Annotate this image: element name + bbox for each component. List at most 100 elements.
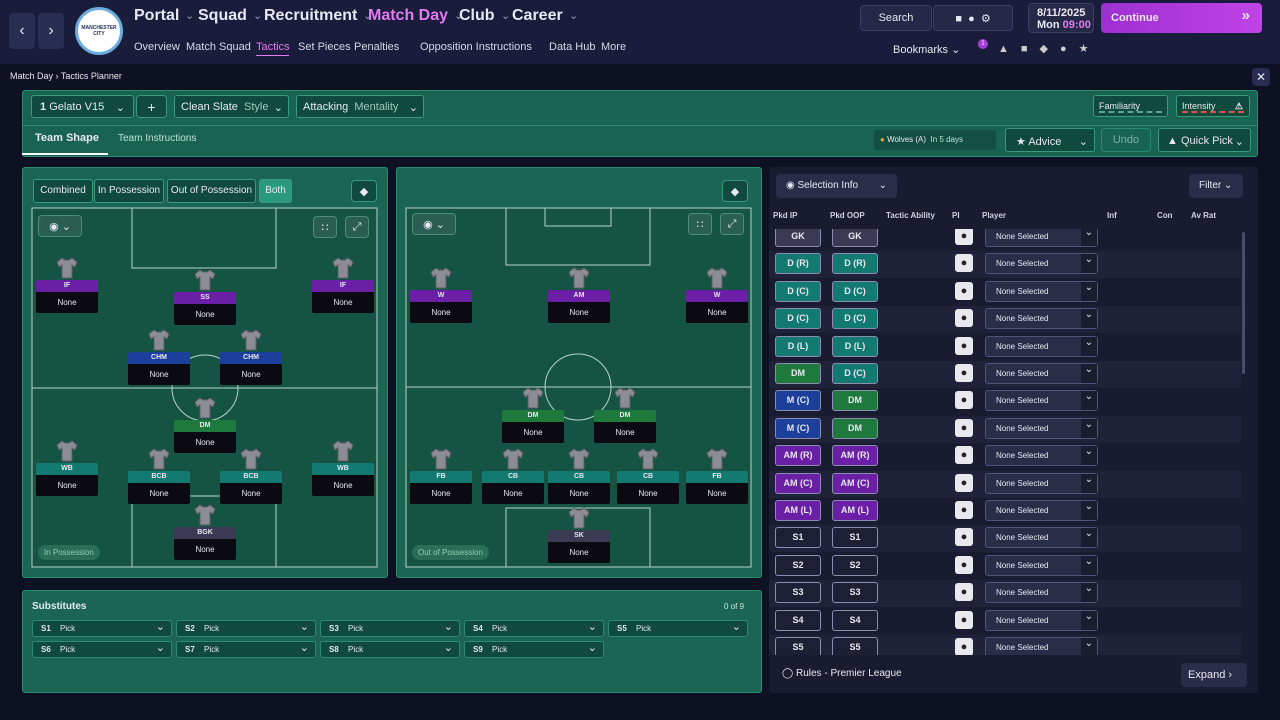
view-toggle[interactable]: ◉ ⌄ (38, 215, 82, 237)
familiarity[interactable]: Familiarity (1093, 95, 1168, 117)
position-ip[interactable]: M (C) (775, 417, 821, 439)
substitute-slot[interactable]: S8 Pick ⌄ (320, 641, 460, 658)
rules-link[interactable]: ◯ Rules - Premier League (782, 668, 902, 679)
pi-icon[interactable]: ● (955, 610, 973, 629)
player-card[interactable]: WB None (36, 463, 98, 496)
pi-icon[interactable]: ● (955, 638, 973, 655)
pi-icon[interactable]: ● (955, 583, 973, 602)
position-oop[interactable]: DM (832, 390, 878, 412)
bookmarks[interactable]: Bookmarks ⌄ (893, 44, 961, 56)
player-card[interactable]: W None (686, 290, 748, 323)
pitch-mode-button[interactable]: Combined (33, 179, 93, 203)
player-card[interactable]: SK None (548, 530, 610, 563)
pitch-options[interactable]: ◆ (351, 180, 377, 202)
position-oop[interactable]: D (L) (832, 335, 878, 357)
search-button[interactable]: Search (860, 5, 932, 31)
player-card[interactable]: AM None (548, 290, 610, 323)
shortcut-icons[interactable]: ▲■◆●★ (998, 43, 1101, 55)
pi-icon[interactable]: ● (955, 446, 973, 465)
sub-nav-item[interactable]: Tactics (256, 41, 290, 53)
back-button[interactable]: ‹ (9, 13, 35, 49)
next-match[interactable]: ● Wolves (A) In 5 days (874, 130, 996, 150)
position-ip[interactable]: DM (775, 363, 821, 384)
pi-icon[interactable]: ● (955, 528, 973, 547)
position-ip[interactable]: S5 (775, 637, 821, 655)
sub-nav-item[interactable]: Data Hub (549, 41, 596, 53)
player-card[interactable]: DM None (174, 420, 236, 453)
player-card[interactable]: IF None (36, 280, 98, 313)
pi-icon[interactable]: ● (955, 501, 973, 519)
player-dropdown[interactable]: None Selected ⌄ (985, 554, 1098, 576)
column-header[interactable]: PI (952, 211, 960, 220)
nav-item[interactable]: Squad (198, 7, 247, 24)
substitute-slot[interactable]: S2 Pick ⌄ (176, 620, 316, 637)
date-box[interactable]: 8/11/2025 Mon 09:00 (1028, 3, 1094, 33)
quick-icons[interactable]: ■ ● ⚙ (933, 5, 1013, 31)
close-button[interactable]: ✕ (1252, 68, 1270, 86)
player-dropdown[interactable]: None Selected ⌄ (985, 280, 1098, 302)
quick-pick-button[interactable]: ▲ Quick Pick ⌄ (1158, 128, 1251, 152)
player-card[interactable]: CHM None (220, 352, 282, 385)
player-card[interactable]: DM None (502, 410, 564, 443)
column-header[interactable]: Con (1157, 211, 1173, 220)
player-card[interactable]: BCB None (220, 471, 282, 504)
position-oop[interactable]: DM (832, 417, 878, 439)
column-header[interactable]: Av Rat (1191, 211, 1217, 220)
position-oop[interactable]: S1 (832, 527, 878, 549)
crumb[interactable]: Match Day (10, 71, 54, 81)
substitute-slot[interactable]: S5 Pick ⌄ (608, 620, 748, 637)
mentality-select[interactable]: Attacking Mentality ⌄ (296, 95, 424, 118)
player-dropdown[interactable]: None Selected ⌄ (985, 527, 1098, 549)
position-oop[interactable]: D (C) (832, 280, 878, 302)
club-badge[interactable]: MANCHESTER CITY (75, 7, 123, 55)
player-dropdown[interactable]: None Selected ⌄ (985, 637, 1098, 655)
column-header[interactable]: Inf (1107, 211, 1117, 220)
position-oop[interactable]: S3 (832, 582, 878, 604)
substitute-slot[interactable]: S7 Pick ⌄ (176, 641, 316, 658)
position-oop[interactable]: GK (832, 229, 878, 247)
pitch-options[interactable]: ◆ (722, 180, 748, 202)
pi-icon[interactable]: ● (955, 309, 973, 328)
filter-button[interactable]: Filter ⌄ (1189, 174, 1243, 198)
sub-nav-item[interactable]: Overview (134, 41, 180, 53)
tab-active[interactable]: Team Shape (35, 132, 99, 144)
pitch-mode-button[interactable]: Both (259, 179, 292, 203)
tab[interactable]: Team Instructions (118, 133, 197, 144)
player-card[interactable]: SS None (174, 292, 236, 325)
column-header[interactable]: Tactic Ability (886, 211, 935, 220)
add-tactic[interactable]: + (136, 95, 167, 118)
player-card[interactable]: FB None (686, 471, 748, 504)
position-oop[interactable]: D (C) (832, 363, 878, 384)
player-dropdown[interactable]: None Selected ⌄ (985, 253, 1098, 275)
position-oop[interactable]: D (R) (832, 253, 878, 275)
sub-nav-item[interactable]: More (601, 41, 627, 53)
player-card[interactable]: FB None (410, 471, 472, 504)
player-dropdown[interactable]: None Selected ⌄ (985, 445, 1098, 467)
player-card[interactable]: BGK None (174, 527, 236, 560)
player-dropdown[interactable]: None Selected ⌄ (985, 609, 1098, 631)
player-dropdown[interactable]: None Selected ⌄ (985, 308, 1098, 330)
position-ip[interactable]: M (C) (775, 390, 821, 412)
substitute-slot[interactable]: S4 Pick ⌄ (464, 620, 604, 637)
player-dropdown[interactable]: None Selected ⌄ (985, 417, 1098, 439)
pi-icon[interactable]: ● (955, 336, 973, 355)
tactic-select[interactable]: 1 Gelato V15 ⌄ (31, 95, 134, 118)
player-card[interactable]: IF None (312, 280, 374, 313)
selection-info-button[interactable]: ◉ Selection Info ⌄ (776, 174, 897, 198)
position-oop[interactable]: S5 (832, 637, 878, 655)
position-oop[interactable]: AM (C) (832, 472, 878, 494)
column-header[interactable]: Pkd IP (773, 211, 798, 220)
pitch-tool[interactable]: ∷ (688, 213, 712, 235)
player-card[interactable]: CB None (482, 471, 544, 504)
pitch-tool[interactable]: ⤢ (345, 216, 369, 238)
continue-button[interactable]: Continue» (1101, 3, 1262, 33)
position-ip[interactable]: D (C) (775, 280, 821, 302)
sub-nav-item[interactable]: Set Pieces (298, 41, 351, 53)
intensity[interactable]: Intensity ⚠ (1176, 95, 1250, 117)
player-dropdown[interactable]: None Selected ⌄ (985, 582, 1098, 604)
position-oop[interactable]: AM (R) (832, 445, 878, 467)
pi-icon[interactable]: ● (955, 555, 973, 574)
pi-icon[interactable]: ● (955, 229, 973, 245)
advice-button[interactable]: ★ Advice ⌄ (1005, 128, 1095, 152)
pi-icon[interactable]: ● (955, 418, 973, 437)
